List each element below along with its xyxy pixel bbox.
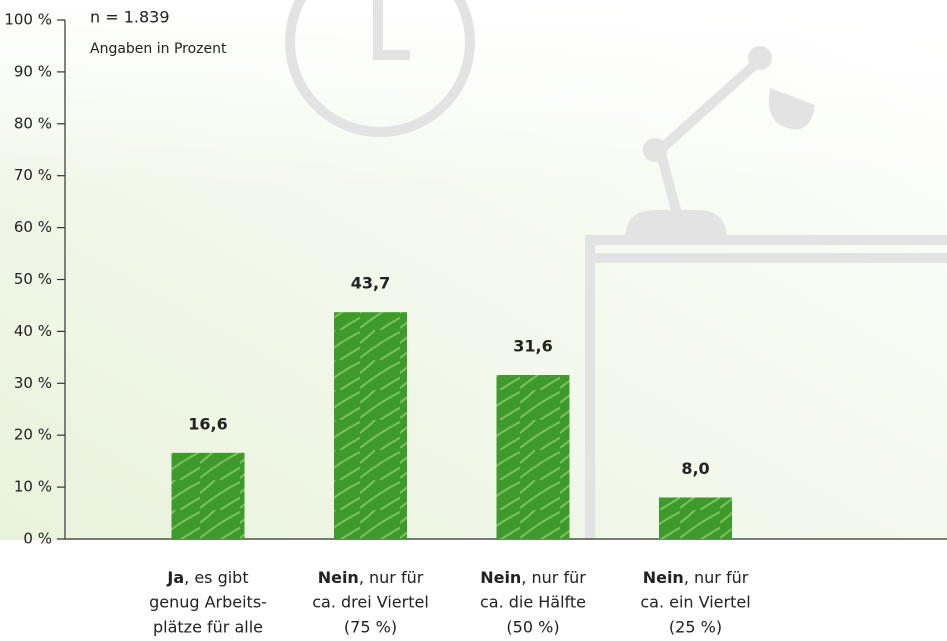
lamp: [625, 46, 815, 240]
y-tick-label: 60 %: [14, 218, 52, 236]
annotation: n = 1.839: [90, 8, 170, 27]
bar-texture: [496, 374, 570, 539]
x-tick-label-bold: Nein: [318, 568, 359, 587]
y-tick-label: 70 %: [14, 166, 52, 184]
x-tick-label-bold: Ja: [166, 568, 184, 587]
x-tick-label: genug Arbeits-: [149, 593, 267, 612]
x-tick-label: Nein, nur für: [643, 568, 749, 587]
y-tick-label: 50 %: [14, 270, 52, 288]
data-label: 43,7: [351, 274, 390, 293]
y-tick-label: 100 %: [4, 11, 52, 29]
x-tick-label-part: , nur für: [684, 568, 749, 587]
data-label: 31,6: [513, 336, 552, 355]
y-tick-label: 10 %: [14, 478, 52, 496]
data-label: 16,6: [188, 414, 227, 433]
x-tick-label: (25 %): [669, 618, 722, 637]
x-tick-label: ca. drei Viertel: [312, 593, 429, 612]
data-label: 8,0: [681, 459, 709, 478]
x-tick-label-part: , es gibt: [184, 568, 248, 587]
decoration: [285, 0, 947, 540]
x-tick-label: Nein, nur für: [480, 568, 586, 587]
y-tick-label: 40 %: [14, 322, 52, 340]
x-tick-label-part: , nur für: [359, 568, 424, 587]
x-tick-label-bold: Nein: [643, 568, 684, 587]
background-fade: [0, 0, 947, 540]
bar-texture: [171, 452, 245, 539]
bar-texture: [334, 312, 407, 539]
x-tick-label-bold: Nein: [480, 568, 521, 587]
y-tick-label: 20 %: [14, 426, 52, 444]
y-tick-label: 0 %: [23, 530, 52, 548]
x-tick-label: (50 %): [506, 618, 559, 637]
y-tick-label: 80 %: [14, 114, 52, 132]
y-tick-label: 30 %: [14, 374, 52, 392]
bar-texture: [659, 497, 732, 539]
x-tick-label: ca. ein Viertel: [640, 593, 750, 612]
x-tick-label: Nein, nur für: [318, 568, 424, 587]
y-tick-label: 90 %: [14, 62, 52, 80]
x-tick-label: (75 %): [344, 618, 397, 637]
x-tick-label-part: , nur für: [521, 568, 586, 587]
x-tick-label: plätze für alle: [153, 618, 263, 637]
x-tick-label: Ja, es gibt: [166, 568, 248, 587]
annotation: Angaben in Prozent: [90, 41, 227, 57]
x-tick-label: ca. die Hälfte: [480, 593, 586, 612]
